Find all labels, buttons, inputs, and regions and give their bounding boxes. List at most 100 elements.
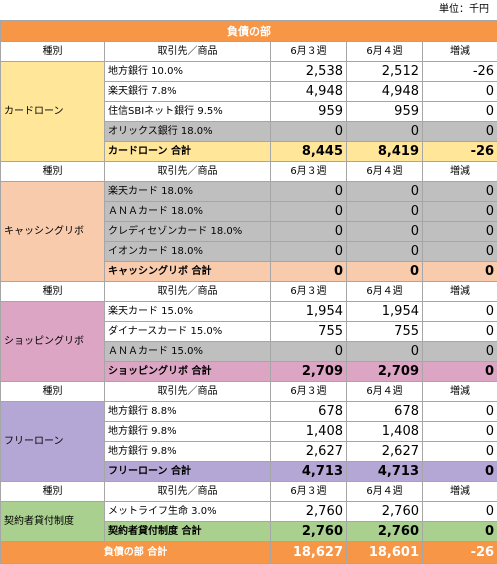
header-week3: 6月３週 [271,282,347,302]
category-cell: キャッシングリボ [1,182,105,282]
value-diff: 0 [423,202,497,222]
item-name: 地方銀行 10.0% [105,62,271,82]
value-week3: 959 [271,102,347,122]
header-item: 取引先／商品 [105,162,271,182]
value-diff: 0 [423,102,497,122]
value-week3: 0 [271,182,347,202]
value-week4: 1,954 [347,302,423,322]
header-item: 取引先／商品 [105,482,271,502]
subtotal-diff: 0 [423,362,497,382]
header-category: 種別 [1,42,105,62]
header-category: 種別 [1,282,105,302]
item-name: メットライフ生命 3.0% [105,502,271,522]
value-week4: 0 [347,222,423,242]
header-diff: 増減 [423,382,497,402]
value-week4: 959 [347,102,423,122]
subtotal-diff: 0 [423,522,497,542]
item-name: イオンカード 18.0% [105,242,271,262]
value-diff: 0 [423,322,497,342]
category-cell: カードローン [1,62,105,162]
item-name: ＡＮＡカード 15.0% [105,342,271,362]
subtotal-name: フリーローン 合計 [105,462,271,482]
header-week3: 6月３週 [271,42,347,62]
value-week3: 0 [271,202,347,222]
category-cell: 契約者貸付制度 [1,502,105,542]
header-week4: 6月４週 [347,482,423,502]
subtotal-week3: 2,760 [271,522,347,542]
value-week3: 0 [271,342,347,362]
grand-total-week4: 18,601 [347,542,423,564]
value-week4: 2,512 [347,62,423,82]
value-week3: 1,954 [271,302,347,322]
grand-total-name: 負債の部 合計 [1,542,271,564]
value-week3: 0 [271,222,347,242]
value-week3: 1,408 [271,422,347,442]
subtotal-diff: 0 [423,262,497,282]
item-name: 地方銀行 9.8% [105,442,271,462]
header-week3: 6月３週 [271,482,347,502]
value-diff: 0 [423,302,497,322]
table-title: 負債の部 [1,21,497,42]
item-name: 楽天銀行 7.8% [105,82,271,102]
item-name: クレディセゾンカード 18.0% [105,222,271,242]
value-week4: 678 [347,402,423,422]
item-name: 楽天カード 15.0% [105,302,271,322]
category-cell: ショッピングリボ [1,302,105,382]
value-diff: 0 [423,242,497,262]
value-week3: 2,627 [271,442,347,462]
value-diff: 0 [423,402,497,422]
subtotal-week4: 4,713 [347,462,423,482]
header-diff: 増減 [423,482,497,502]
value-week4: 755 [347,322,423,342]
value-diff: 0 [423,222,497,242]
subtotal-week4: 8,419 [347,142,423,162]
value-week3: 755 [271,322,347,342]
header-category: 種別 [1,382,105,402]
header-week3: 6月３週 [271,382,347,402]
subtotal-diff: 0 [423,462,497,482]
value-diff: 0 [423,342,497,362]
value-week4: 0 [347,202,423,222]
value-week3: 0 [271,242,347,262]
subtotal-week3: 8,445 [271,142,347,162]
unit-label: 単位：千円 [439,0,489,20]
value-week3: 2,760 [271,502,347,522]
value-week3: 0 [271,122,347,142]
item-name: オリックス銀行 18.0% [105,122,271,142]
header-week4: 6月４週 [347,162,423,182]
value-diff: 0 [423,82,497,102]
header-week4: 6月４週 [347,382,423,402]
subtotal-week4: 2,760 [347,522,423,542]
header-diff: 増減 [423,42,497,62]
value-diff: 0 [423,422,497,442]
subtotal-week4: 0 [347,262,423,282]
item-name: 住信SBIネット銀行 9.5% [105,102,271,122]
value-week4: 1,408 [347,422,423,442]
value-week4: 0 [347,182,423,202]
header-category: 種別 [1,162,105,182]
header-week3: 6月３週 [271,162,347,182]
header-item: 取引先／商品 [105,42,271,62]
item-name: 地方銀行 8.8% [105,402,271,422]
item-name: 地方銀行 9.8% [105,422,271,442]
subtotal-name: キャッシングリボ 合計 [105,262,271,282]
value-week4: 0 [347,342,423,362]
subtotal-week4: 2,709 [347,362,423,382]
value-diff: -26 [423,62,497,82]
header-week4: 6月４週 [347,42,423,62]
grand-total-week3: 18,627 [271,542,347,564]
item-name: ダイナースカード 15.0% [105,322,271,342]
subtotal-diff: -26 [423,142,497,162]
item-name: ＡＮＡカード 18.0% [105,202,271,222]
header-category: 種別 [1,482,105,502]
